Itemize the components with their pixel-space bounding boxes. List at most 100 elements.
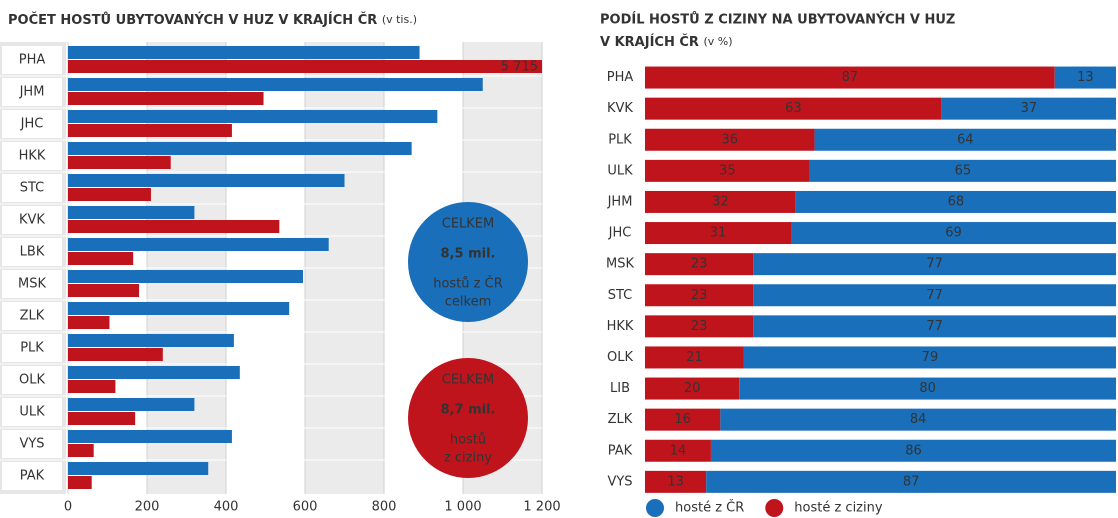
category-cell <box>2 430 62 458</box>
bar-segment <box>645 97 942 120</box>
bar <box>68 444 94 457</box>
value-label: 64 <box>957 132 974 147</box>
bar-segment <box>645 439 711 462</box>
bar <box>68 252 134 265</box>
subtitle-text: (v tis.) <box>382 13 417 26</box>
left-chart: 0 200 400 600 800 1 000 1 200 PHA 5 715 JHM JHC HKK… <box>0 42 561 515</box>
value-label: 23 <box>691 257 708 272</box>
bar <box>68 430 232 443</box>
category-label: HKK <box>607 319 634 334</box>
badge-text: CELKEM <box>442 217 495 232</box>
value-label: 35 <box>719 163 736 178</box>
value-label: 69 <box>945 226 962 241</box>
bar-segment <box>645 66 1055 89</box>
category-cell <box>2 46 62 74</box>
value-label: 80 <box>919 381 936 396</box>
category-cell <box>2 78 62 106</box>
x-tick-label: 1 000 <box>444 500 481 515</box>
bar <box>68 124 232 137</box>
value-label: 23 <box>691 319 708 334</box>
bar <box>68 284 140 297</box>
bar-segment <box>645 222 792 245</box>
value-label: 21 <box>686 350 703 365</box>
x-tick-label: 1 200 <box>523 500 560 515</box>
x-tick-label: 600 <box>293 500 318 515</box>
bar <box>68 92 264 105</box>
bar-segment <box>645 377 740 400</box>
bar <box>68 462 209 475</box>
bar <box>68 110 438 123</box>
category-label: JHM <box>607 194 633 209</box>
bar <box>68 334 234 347</box>
category-label: KVK <box>607 101 633 116</box>
legend-swatch <box>646 499 664 517</box>
bar <box>68 156 171 169</box>
category-label: PHA <box>19 53 46 68</box>
bar-segment <box>791 222 1116 245</box>
category-label: HKK <box>19 149 46 164</box>
bar-segment <box>753 253 1116 276</box>
bar-segment <box>645 284 754 307</box>
bar <box>68 398 195 411</box>
category-label: VYS <box>607 474 632 489</box>
value-label: 68 <box>948 194 965 209</box>
category-label: MSK <box>606 257 634 272</box>
category-cell <box>2 238 62 266</box>
category-cell <box>2 366 62 394</box>
bar-segment <box>814 128 1116 151</box>
bar-segment <box>809 159 1116 182</box>
bar-segment <box>706 470 1116 493</box>
category-label: LIB <box>610 381 630 396</box>
bar <box>68 476 92 489</box>
category-cell <box>2 142 62 170</box>
bar <box>68 238 329 251</box>
bar <box>68 188 151 201</box>
category-label: KVK <box>19 213 45 228</box>
bar-segment <box>739 377 1116 400</box>
bar <box>68 206 195 219</box>
legend-label: hosté z ciziny <box>794 501 883 516</box>
value-label: 65 <box>955 163 972 178</box>
bar-segment <box>645 128 815 151</box>
bar <box>68 220 280 233</box>
category-label: PLK <box>608 132 632 147</box>
badge-text: z ciziny <box>444 451 492 466</box>
category-label: ZLK <box>20 309 45 324</box>
value-label: 13 <box>667 474 684 489</box>
value-label: 77 <box>926 257 943 272</box>
category-label: JHC <box>608 226 632 241</box>
value-label: 20 <box>684 381 701 396</box>
bar <box>68 302 290 315</box>
category-label: LBK <box>20 245 45 260</box>
bar <box>68 348 163 361</box>
category-label: STC <box>608 288 633 303</box>
category-label: ZLK <box>608 412 633 427</box>
category-cell <box>2 334 62 362</box>
bar-segment <box>645 190 796 213</box>
bar-segment <box>941 97 1116 120</box>
bar-segment <box>645 315 754 338</box>
category-cell <box>2 270 62 298</box>
bar <box>68 46 420 59</box>
bar-segment <box>645 159 810 182</box>
value-label: 23 <box>691 288 708 303</box>
value-label: 37 <box>1021 101 1038 116</box>
title-text: POČET HOSTŮ UBYTOVANÝCH V HUZ V KRAJÍCH … <box>8 12 377 28</box>
value-label: 14 <box>670 443 687 458</box>
bar <box>68 78 483 91</box>
total-badge <box>408 358 528 478</box>
value-label: 87 <box>903 474 920 489</box>
category-label: PAK <box>20 469 45 484</box>
category-label: VYS <box>19 437 44 452</box>
badge-text: CELKEM <box>442 373 495 388</box>
value-label: 77 <box>926 288 943 303</box>
bar-segment <box>710 439 1116 462</box>
value-label: 86 <box>905 443 922 458</box>
category-cell <box>2 462 62 490</box>
category-label: JHC <box>20 117 44 132</box>
category-cell <box>2 174 62 202</box>
legend-label: hosté z ČR <box>675 500 744 516</box>
subtitle-text: (v %) <box>703 35 732 48</box>
total-badge <box>408 202 528 322</box>
